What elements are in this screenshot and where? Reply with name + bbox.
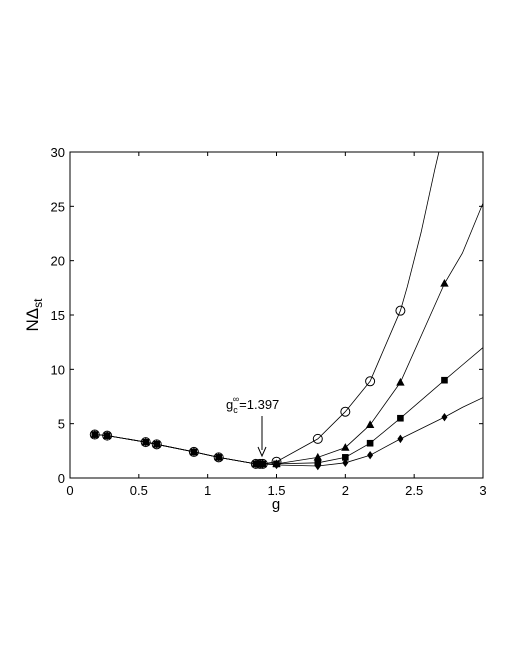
data-point-square <box>441 376 448 384</box>
y-tick-label: 20 <box>51 254 65 269</box>
x-tick-label: 2 <box>342 483 349 498</box>
data-point-triangle <box>440 278 449 287</box>
data-point-diamond <box>397 434 404 444</box>
data-point-diamond <box>190 447 197 457</box>
data-point-diamond <box>273 460 280 470</box>
series-curves <box>94 152 483 467</box>
y-tick-label: 25 <box>51 199 65 214</box>
series-markers <box>89 278 449 471</box>
data-point-diamond <box>314 461 321 471</box>
data-point-diamond <box>91 430 98 439</box>
annotation-sub: c <box>233 405 238 415</box>
annotation-base: g <box>226 397 233 412</box>
annotation-value: =1.397 <box>239 397 279 412</box>
series-line-circle-open <box>94 152 440 465</box>
data-point-triangle <box>313 452 322 461</box>
x-tick-label: 0 <box>66 483 73 498</box>
data-point-diamond <box>215 453 222 462</box>
data-point-triangle <box>365 420 375 428</box>
data-point-square <box>397 414 404 422</box>
data-point-diamond <box>367 450 374 460</box>
data-point-circle-open <box>365 376 376 387</box>
data-point-diamond <box>142 437 149 447</box>
series-line-triangle <box>94 202 483 465</box>
y-tick-label: 5 <box>58 417 65 432</box>
annotation-arrow-head <box>257 446 267 458</box>
data-point-square <box>366 439 374 447</box>
data-point-diamond <box>342 458 349 467</box>
x-tick-label: 1.5 <box>267 483 285 498</box>
data-point-circle-open <box>312 433 323 444</box>
x-tick-label: 1 <box>204 483 211 498</box>
y-tick-label: 30 <box>51 145 65 160</box>
x-axis-label: g <box>272 496 280 513</box>
y-axis-label-sub: st <box>31 298 45 308</box>
y-tick-label: 10 <box>51 362 65 377</box>
data-point-square <box>342 454 349 461</box>
data-point-diamond <box>104 431 111 440</box>
y-axis-label-main: NΔ <box>23 308 42 332</box>
data-point-diamond <box>259 459 266 469</box>
x-tick-label: 3 <box>479 483 486 498</box>
series-line-diamond <box>94 397 483 467</box>
annotation-text: gc∞=1.397 <box>226 394 279 415</box>
x-tick-label: 2.5 <box>405 483 423 498</box>
data-point-diamond <box>153 440 160 449</box>
annotation-sup: ∞ <box>233 394 239 404</box>
y-tick-label: 15 <box>51 308 65 323</box>
x-tick-label: 0.5 <box>130 483 148 498</box>
data-point-circle-open <box>395 305 406 316</box>
data-point-triangle <box>341 443 350 451</box>
annotation-gc: gc∞=1.397 <box>226 394 279 458</box>
data-point-diamond <box>252 459 259 469</box>
data-point-diamond <box>441 412 448 422</box>
y-axis-label: NΔst <box>23 298 45 332</box>
data-point-triangle <box>396 377 405 386</box>
y-tick-label: 0 <box>58 471 65 486</box>
data-point-circle-open <box>340 406 351 417</box>
